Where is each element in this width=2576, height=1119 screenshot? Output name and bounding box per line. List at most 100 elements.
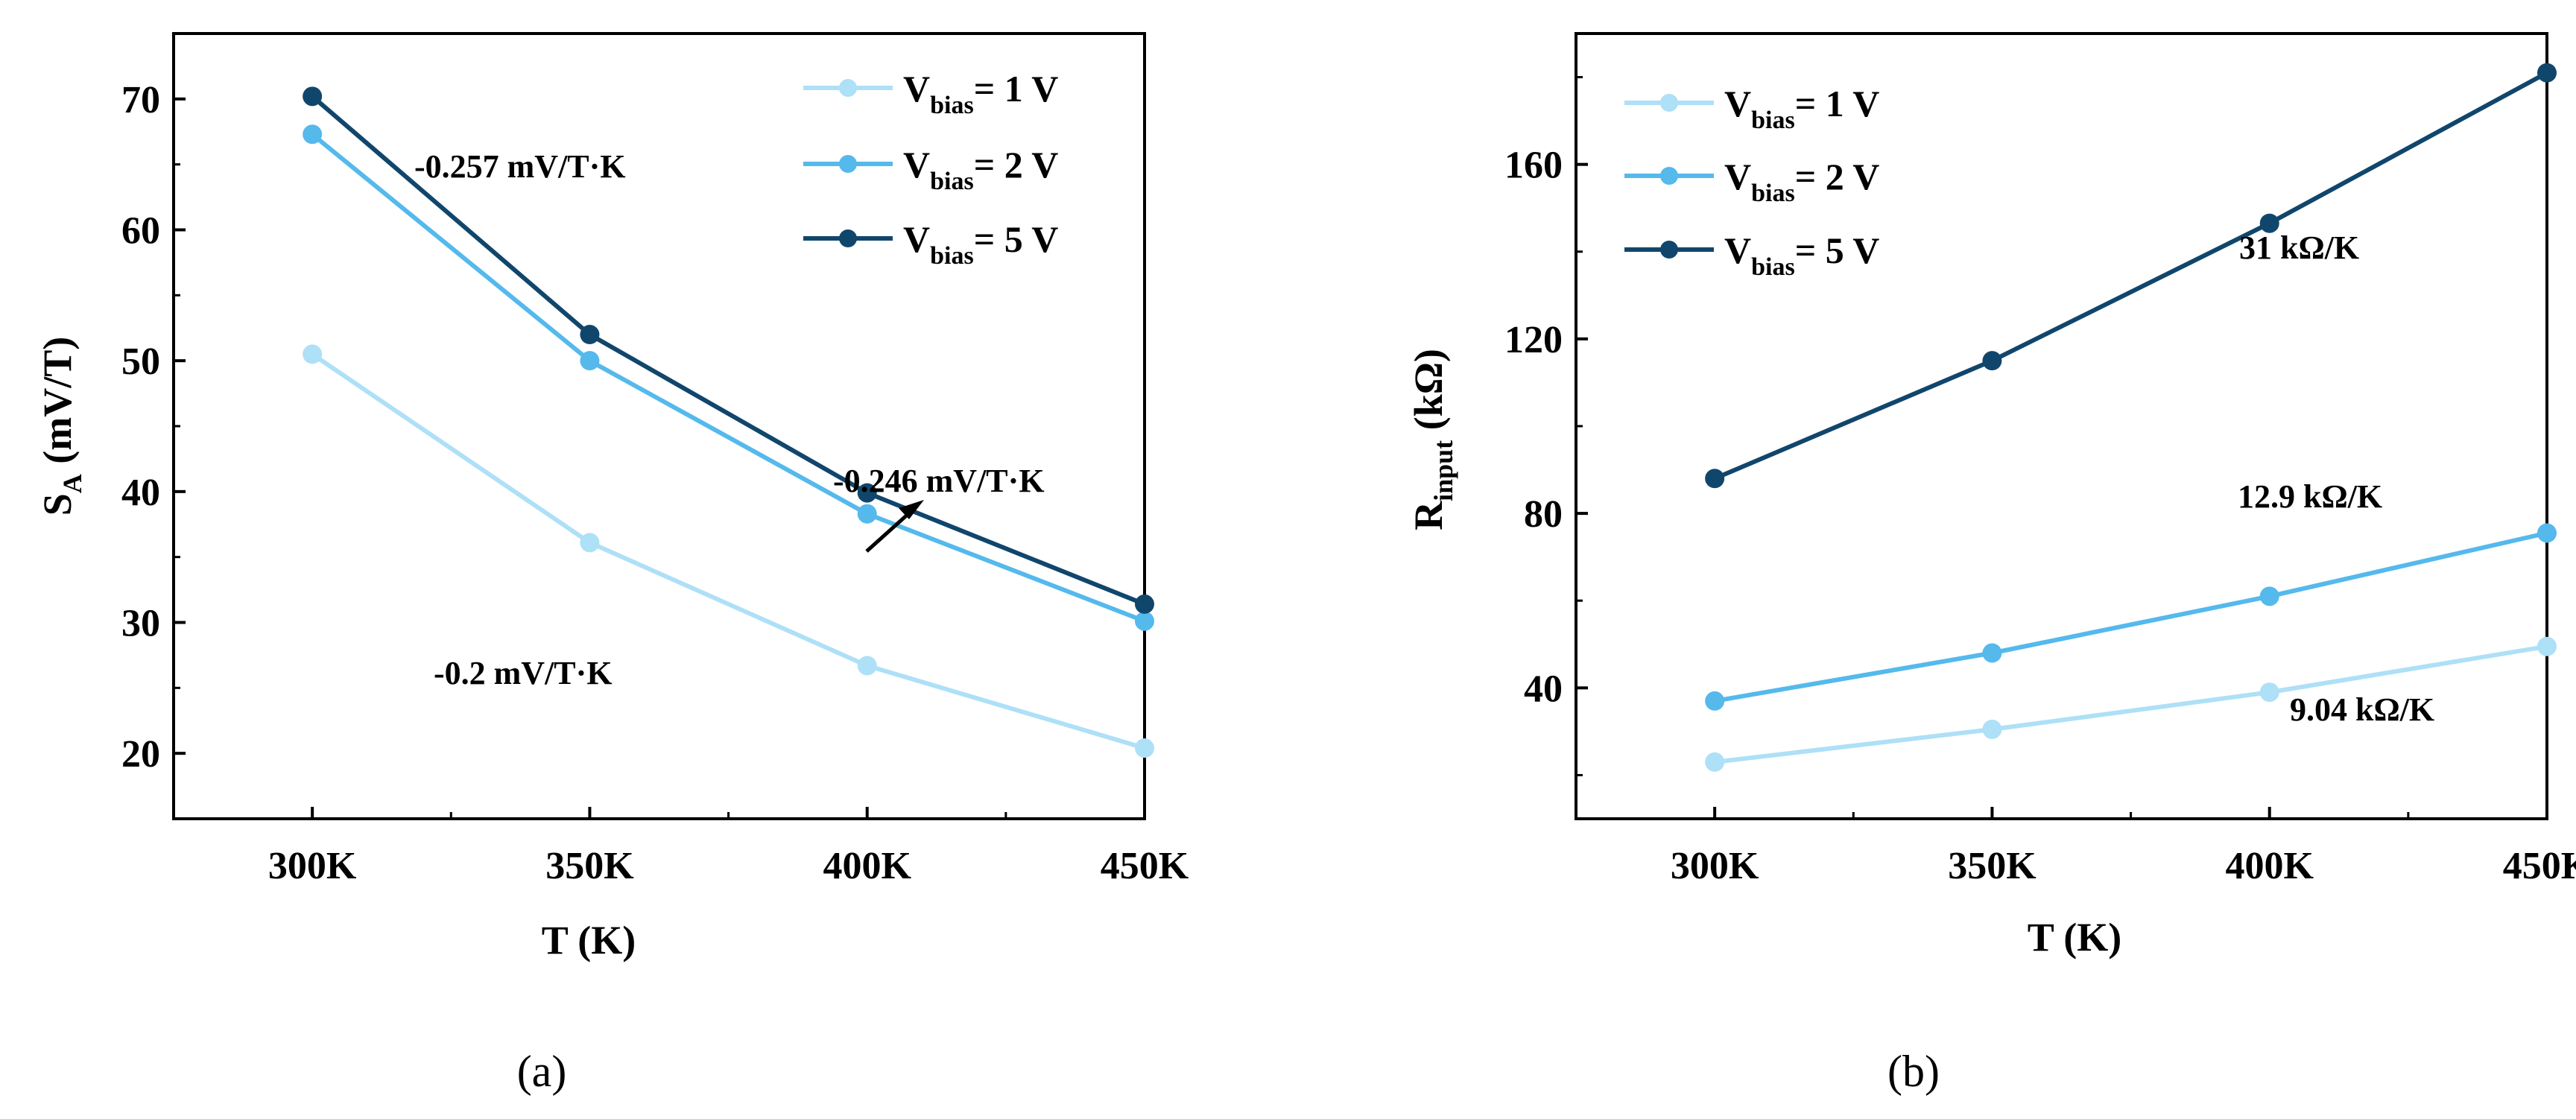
data-point-a-2-2 xyxy=(580,351,600,371)
legend-b-1-main: V xyxy=(1724,83,1751,124)
series-line-b-1 xyxy=(1714,644,2548,764)
data-point-b-2-4 xyxy=(2537,523,2557,543)
annotation-a-slope-2v: -0.246 mV/T·K xyxy=(833,463,1045,499)
series-line-a-1 xyxy=(311,352,1145,750)
data-point-a-1-1 xyxy=(303,344,323,364)
data-point-a-3-4 xyxy=(1135,594,1154,614)
y-axis-title-b-main: R xyxy=(1406,501,1451,530)
legend-a: Vbias= 1 V Vbias= 2 V Vbias= 5 V xyxy=(803,68,1058,270)
legend-b-1-sub: bias xyxy=(1751,107,1795,134)
x-axis-title-b: T (K) xyxy=(2028,915,2122,960)
series-line-b-2 xyxy=(1714,530,2548,703)
y-tick-label-b-2: 120 xyxy=(1504,319,1563,361)
data-point-a-1-4 xyxy=(1135,738,1154,758)
series-line-a-2 xyxy=(311,132,1146,624)
legend-a-1-main: V xyxy=(903,68,930,110)
legend-item-a-1: Vbias= 1 V xyxy=(803,68,1058,119)
data-point-b-3-3 xyxy=(2259,213,2279,233)
data-point-b-2-1 xyxy=(1705,691,1725,711)
data-point-a-2-1 xyxy=(303,124,323,145)
series-line-b-3 xyxy=(1713,71,2548,481)
data-point-b-3-2 xyxy=(1982,351,2002,371)
legend-a-2-rest: = 2 V xyxy=(974,144,1059,186)
data-point-b-1-2 xyxy=(1982,719,2002,739)
caption-b: (b) xyxy=(1887,1047,1940,1096)
x-tick-label-a-0: 300K xyxy=(268,845,357,887)
data-point-a-2-3 xyxy=(857,504,877,524)
data-point-b-1-3 xyxy=(2259,682,2279,703)
x-tick-label-b-0: 300K xyxy=(1671,845,1759,887)
panel-a: 300K 350K 400K 450K 20 30 40 50 60 70 Vbias= 1 V … xyxy=(35,32,1189,1096)
caption-a: (a) xyxy=(517,1047,567,1096)
legend-b-3-rest: = 5 V xyxy=(1795,229,1880,271)
y-tick-label-a-5: 70 xyxy=(121,79,160,121)
x-tick-label-a-2: 400K xyxy=(823,845,911,887)
y-tick-label-a-4: 60 xyxy=(121,210,160,253)
svg-text:Vbias= 1 V: Vbias= 1 V xyxy=(903,68,1058,119)
legend-b-2-main: V xyxy=(1724,156,1751,197)
legend-item-b-1: Vbias= 1 V xyxy=(1624,83,1879,134)
legend-item-a-2: Vbias= 2 V xyxy=(803,144,1058,195)
y-axis-title-a: SA (mV/T) xyxy=(35,337,87,516)
y-tick-label-a-3: 50 xyxy=(121,340,160,383)
y-tick-label-b-1: 80 xyxy=(1524,493,1563,536)
data-point-b-1-1 xyxy=(1705,752,1725,772)
y-tick-label-a-2: 40 xyxy=(121,472,160,514)
data-point-b-3-4 xyxy=(2537,63,2557,83)
svg-text:Vbias= 5 V: Vbias= 5 V xyxy=(903,218,1058,270)
x-axis-title-a: T (K) xyxy=(542,918,636,963)
y-tick-label-b-3: 160 xyxy=(1504,145,1563,187)
legend-b-2-sub: bias xyxy=(1751,180,1795,207)
data-point-a-3-1 xyxy=(303,86,323,107)
x-tick-label-b-3: 450K xyxy=(2503,845,2576,887)
data-point-b-1-4 xyxy=(2537,636,2557,656)
svg-text:Vbias= 1 V: Vbias= 1 V xyxy=(1724,83,1879,134)
legend-a-3-main: V xyxy=(903,218,930,260)
legend-b-2-rest: = 2 V xyxy=(1795,156,1880,197)
data-point-a-3-2 xyxy=(580,325,600,345)
y-axis-title-b-rest: (kΩ) xyxy=(1406,349,1451,440)
legend-a-2-sub: bias xyxy=(930,168,974,195)
svg-text:Vbias= 2 V: Vbias= 2 V xyxy=(903,144,1058,195)
data-point-b-2-2 xyxy=(1982,643,2002,663)
legend-a-3-sub: bias xyxy=(930,242,974,270)
annotation-a-slope-5v: -0.257 mV/T·K xyxy=(414,148,626,185)
legend-a-2-main: V xyxy=(903,144,930,186)
legend-a-3-rest: = 5 V xyxy=(974,218,1059,260)
legend-item-b-2: Vbias= 2 V xyxy=(1624,156,1879,207)
data-point-b-2-3 xyxy=(2259,586,2279,606)
series-line-a-3 xyxy=(311,95,1146,606)
y-axis-title-a-rest: (mV/T) xyxy=(35,337,80,474)
legend-a-1-rest: = 1 V xyxy=(974,68,1059,110)
y-axis-title-a-sub: A xyxy=(57,474,87,493)
x-tick-label-a-3: 450K xyxy=(1101,845,1189,887)
legend-item-a-3: Vbias= 5 V xyxy=(803,218,1058,270)
annotation-b-slope-2v: 12.9 kΩ/K xyxy=(2238,478,2382,515)
legend-a-1-sub: bias xyxy=(930,92,974,119)
data-point-a-1-2 xyxy=(580,533,600,553)
data-point-a-2-4 xyxy=(1135,611,1154,631)
legend-item-b-3: Vbias= 5 V xyxy=(1624,229,1879,281)
legend-b-1-rest: = 1 V xyxy=(1795,83,1880,124)
y-tick-label-a-1: 30 xyxy=(121,603,160,645)
x-tick-label-a-1: 350K xyxy=(545,845,634,887)
y-axis-title-b-sub: input xyxy=(1428,440,1458,501)
legend-b: Vbias= 1 V Vbias= 2 V Vbias= 5 V xyxy=(1624,83,1879,281)
y-axis-title-a-main: S xyxy=(35,493,80,516)
annotation-a-slope-1v: -0.2 mV/T·K xyxy=(434,655,613,691)
panel-b: 300K350K400K450K4080120160 Vbias= 1 V Vb… xyxy=(1406,32,2576,1096)
data-point-a-3-3 xyxy=(857,483,877,503)
svg-text:Vbias= 5 V: Vbias= 5 V xyxy=(1724,229,1879,281)
annotation-b-slope-5v: 31 kΩ/K xyxy=(2239,229,2359,266)
legend-b-3-sub: bias xyxy=(1751,253,1795,281)
y-axis-title-b: Rinput (kΩ) xyxy=(1406,349,1458,530)
legend-b-3-main: V xyxy=(1724,229,1751,271)
data-point-a-1-3 xyxy=(857,656,877,676)
annotation-b-slope-1v: 9.04 kΩ/K xyxy=(2290,691,2434,728)
x-tick-label-b-1: 350K xyxy=(1948,845,2037,887)
svg-text:Vbias= 2 V: Vbias= 2 V xyxy=(1724,156,1879,207)
y-tick-label-b-0: 40 xyxy=(1524,668,1563,710)
y-tick-label-a-0: 20 xyxy=(121,733,160,776)
x-tick-label-b-2: 400K xyxy=(2225,845,2314,887)
